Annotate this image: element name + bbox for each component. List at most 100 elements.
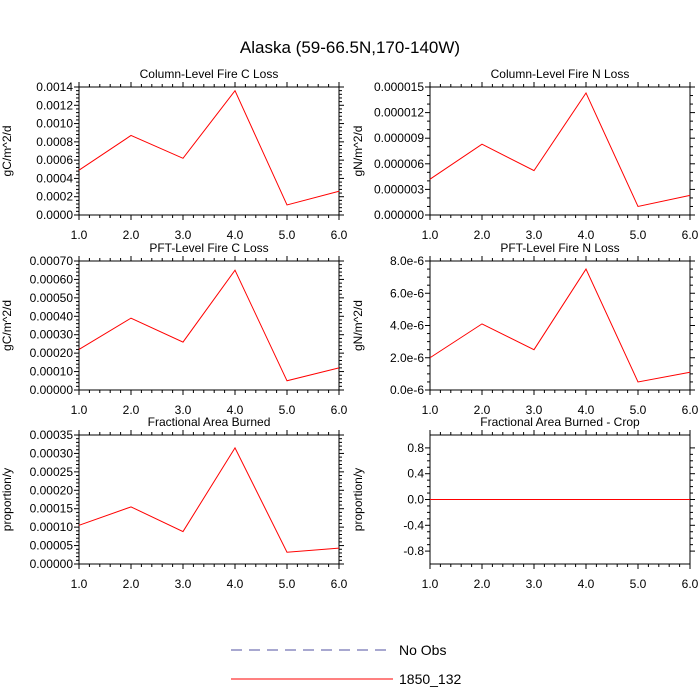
series-line-1850_132	[78, 269, 340, 382]
x-tick-label: 1.0	[71, 228, 88, 242]
x-tick-label: 2.0	[123, 228, 140, 242]
x-tick-label: 1.0	[422, 403, 439, 417]
x-tick-label: 1.0	[422, 228, 439, 242]
y-tick-label: 0.00000	[30, 383, 74, 397]
y-tick-label: 0.000000	[374, 208, 424, 222]
y-tick-label: 0.00020	[30, 346, 74, 360]
panel-pft-n: PFT-Level Fire N Loss gN/m^2/d 0.0e-6 2.0e-…	[351, 241, 699, 417]
y-tick-label: 0.0002	[36, 190, 73, 204]
y-axis-label: gN/m^2/d	[351, 126, 365, 177]
panel-fab: Fractional Area Burned proportion/y 0.0000…	[0, 415, 348, 591]
y-tick-label: 4.0e-6	[390, 319, 424, 333]
x-tick-label: 5.0	[279, 228, 296, 242]
y-axis-label: proportion/y	[351, 468, 365, 531]
y-axis-label: gC/m^2/d	[0, 126, 14, 177]
x-tick-label: 5.0	[630, 577, 647, 591]
legend: No Obs 1850_132	[231, 642, 462, 687]
x-tick-label: 1.0	[71, 403, 88, 417]
x-tick-label: 6.0	[331, 577, 348, 591]
panel-title: PFT-Level Fire C Loss	[149, 241, 268, 255]
y-tick-label: 0.0000	[36, 208, 73, 222]
y-tick-label: -0.8	[403, 544, 424, 558]
y-tick-label: 0.4	[407, 467, 424, 481]
x-tick-label: 4.0	[578, 577, 595, 591]
y-tick-label: 0.0008	[36, 135, 73, 149]
plot-frame	[429, 260, 691, 391]
y-tick-label: -0.4	[403, 518, 424, 532]
x-tick-label: 3.0	[526, 403, 543, 417]
x-tick-label: 6.0	[682, 228, 699, 242]
series-line-1850_132	[429, 91, 691, 208]
series-line-1850_132	[78, 89, 340, 206]
x-tick-label: 5.0	[630, 228, 647, 242]
y-axis-label: gC/m^2/d	[0, 300, 14, 351]
legend-label-1850-132: 1850_132	[399, 671, 462, 687]
y-tick-label: 0.000012	[374, 106, 424, 120]
panel-title: Fractional Area Burned - Crop	[480, 415, 640, 429]
y-tick-label: 2.0e-6	[390, 351, 424, 365]
y-tick-label: 8.0e-6	[390, 254, 424, 268]
x-tick-label: 1.0	[422, 577, 439, 591]
y-tick-label: 0.00040	[30, 309, 74, 323]
y-tick-label: 0.00030	[30, 446, 74, 460]
x-tick-label: 4.0	[227, 228, 244, 242]
figure-title: Alaska (59-66.5N,170-140W)	[240, 38, 460, 57]
plot-frame	[78, 260, 340, 391]
x-tick-label: 2.0	[474, 577, 491, 591]
y-tick-label: 0.00005	[30, 539, 74, 553]
y-tick-label: 0.0006	[36, 153, 73, 167]
x-tick-label: 3.0	[526, 228, 543, 242]
y-tick-label: 0.00070	[30, 254, 74, 268]
x-tick-label: 3.0	[175, 228, 192, 242]
x-tick-label: 5.0	[279, 403, 296, 417]
y-tick-label: 0.0e-6	[390, 383, 424, 397]
panel-title: Column-Level Fire C Loss	[140, 67, 279, 81]
panels: Column-Level Fire C Loss gC/m^2/d 0.0000 0.…	[0, 67, 699, 591]
y-axis-label: gN/m^2/d	[351, 300, 365, 351]
x-tick-label: 2.0	[123, 577, 140, 591]
series-line-1850_132	[78, 446, 340, 553]
y-tick-label: 0.000006	[374, 157, 424, 171]
x-tick-label: 6.0	[331, 403, 348, 417]
series-line-1850_132	[429, 268, 691, 383]
y-tick-label: 0.000003	[374, 182, 424, 196]
x-tick-label: 2.0	[474, 228, 491, 242]
x-tick-label: 2.0	[474, 403, 491, 417]
plot-frame	[78, 86, 340, 216]
y-tick-label: 0.00025	[30, 465, 74, 479]
x-tick-label: 4.0	[578, 228, 595, 242]
y-tick-label: 0.0010	[36, 117, 73, 131]
panel-pft-c: PFT-Level Fire C Loss gC/m^2/d 0.00000 0.00…	[0, 241, 348, 417]
x-tick-label: 5.0	[279, 577, 296, 591]
y-tick-label: 0.00020	[30, 483, 74, 497]
y-tick-label: 6.0e-6	[390, 286, 424, 300]
panel-title: Column-Level Fire N Loss	[491, 67, 630, 81]
y-axis-label: proportion/y	[0, 468, 14, 531]
x-tick-label: 3.0	[526, 577, 543, 591]
y-tick-label: 0.00010	[30, 520, 74, 534]
x-tick-label: 3.0	[175, 403, 192, 417]
plot-frame	[429, 86, 691, 216]
panel-title: Fractional Area Burned	[148, 415, 271, 429]
x-tick-label: 6.0	[682, 577, 699, 591]
x-tick-label: 3.0	[175, 577, 192, 591]
y-tick-label: 0.0	[407, 493, 424, 507]
y-tick-label: 0.00010	[30, 365, 74, 379]
y-tick-label: 0.000009	[374, 131, 424, 145]
panel-col-c: Column-Level Fire C Loss gC/m^2/d 0.0000 0.…	[0, 67, 348, 242]
panel-col-n: Column-Level Fire N Loss gN/m^2/d 0.000000…	[351, 67, 699, 242]
plot-frame	[78, 434, 340, 565]
y-tick-label: 0.0004	[36, 171, 73, 185]
y-tick-label: 0.000015	[374, 80, 424, 94]
panel-title: PFT-Level Fire N Loss	[500, 241, 619, 255]
y-tick-label: 0.00060	[30, 272, 74, 286]
legend-label-no-obs: No Obs	[399, 642, 446, 658]
x-tick-label: 2.0	[123, 403, 140, 417]
panel-fab-crop: Fractional Area Burned - Crop proportion/…	[351, 415, 699, 591]
y-tick-label: 0.00000	[30, 557, 74, 571]
x-tick-label: 1.0	[71, 577, 88, 591]
y-tick-label: 0.0014	[36, 80, 73, 94]
x-tick-label: 5.0	[630, 403, 647, 417]
y-tick-label: 0.00015	[30, 502, 74, 516]
